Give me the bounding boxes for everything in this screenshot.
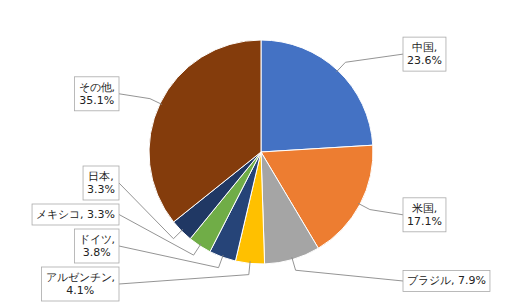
data-label-text: 米国,17.1%: [407, 202, 442, 228]
data-label-line: 中国,: [412, 41, 438, 54]
data-label-text: 中国,23.6%: [407, 41, 442, 67]
chart: 中国,23.6% 米国,17.1% ブラジル, 7.9% アルゼンチン,4.1% ドイツ…: [0, 0, 522, 305]
connectors: [119, 54, 403, 284]
label-box: [42, 267, 120, 301]
data-label: ブラジル, 7.9%: [403, 270, 490, 291]
pie-slice: [261, 40, 373, 152]
data-label-text: ドイツ,3.8%: [79, 233, 116, 259]
data-label-line: 17.1%: [407, 215, 442, 228]
data-label-text: メキシコ, 3.3%: [36, 208, 115, 221]
data-label-line: 23.6%: [407, 54, 442, 67]
data-label-line: ドイツ,: [79, 233, 116, 246]
label-box: [75, 77, 120, 111]
slices: [149, 40, 373, 264]
connector: [119, 183, 183, 239]
data-label: その他,35.1%: [75, 77, 120, 111]
data-label-line: アルゼンチン,: [46, 271, 116, 284]
label-box: [83, 166, 119, 200]
connector: [119, 215, 201, 256]
label-box: [403, 198, 446, 232]
data-label-line: その他,: [79, 81, 116, 94]
connector: [119, 94, 162, 105]
data-label: 米国,17.1%: [403, 198, 446, 232]
data-label: メキシコ, 3.3%: [32, 204, 119, 225]
background: [0, 0, 522, 305]
label-box: [403, 270, 490, 291]
connector: [292, 257, 403, 281]
data-label: アルゼンチン,4.1%: [42, 267, 120, 301]
data-label: 中国,23.6%: [403, 37, 446, 71]
label-box: [32, 204, 119, 225]
data-label-text: 日本,3.3%: [87, 170, 115, 196]
page: {"chart_data": {"type": "pie", "values":…: [0, 0, 522, 305]
data-label-line: 日本,: [88, 170, 114, 183]
data-label-line: 米国,: [412, 202, 438, 215]
data-label-line: 35.1%: [79, 94, 114, 107]
data-label: ドイツ,3.8%: [75, 229, 120, 263]
label-box: [403, 37, 446, 71]
label-box: [75, 229, 120, 263]
connector: [119, 246, 223, 268]
data-labels: 中国,23.6% 米国,17.1% ブラジル, 7.9% アルゼンチン,4.1% ドイツ…: [32, 37, 490, 301]
data-label-line: ブラジル, 7.9%: [407, 274, 486, 287]
connector: [358, 203, 403, 215]
connector: [119, 261, 250, 284]
pie-slice: [149, 40, 261, 222]
data-label-text: その他,35.1%: [79, 81, 116, 107]
connector: [336, 54, 403, 72]
chart-container: 中国,23.6% 米国,17.1% ブラジル, 7.9% アルゼンチン,4.1% ドイツ…: [0, 0, 522, 305]
data-label-line: 3.3%: [87, 183, 115, 196]
data-label-text: ブラジル, 7.9%: [407, 274, 486, 287]
data-label-line: メキシコ, 3.3%: [36, 208, 115, 221]
data-label-line: 3.8%: [83, 246, 111, 259]
pie-slice: [261, 152, 318, 264]
data-label-line: 4.1%: [66, 284, 94, 297]
data-label-text: アルゼンチン,4.1%: [46, 271, 116, 297]
data-label: 日本,3.3%: [83, 166, 119, 200]
